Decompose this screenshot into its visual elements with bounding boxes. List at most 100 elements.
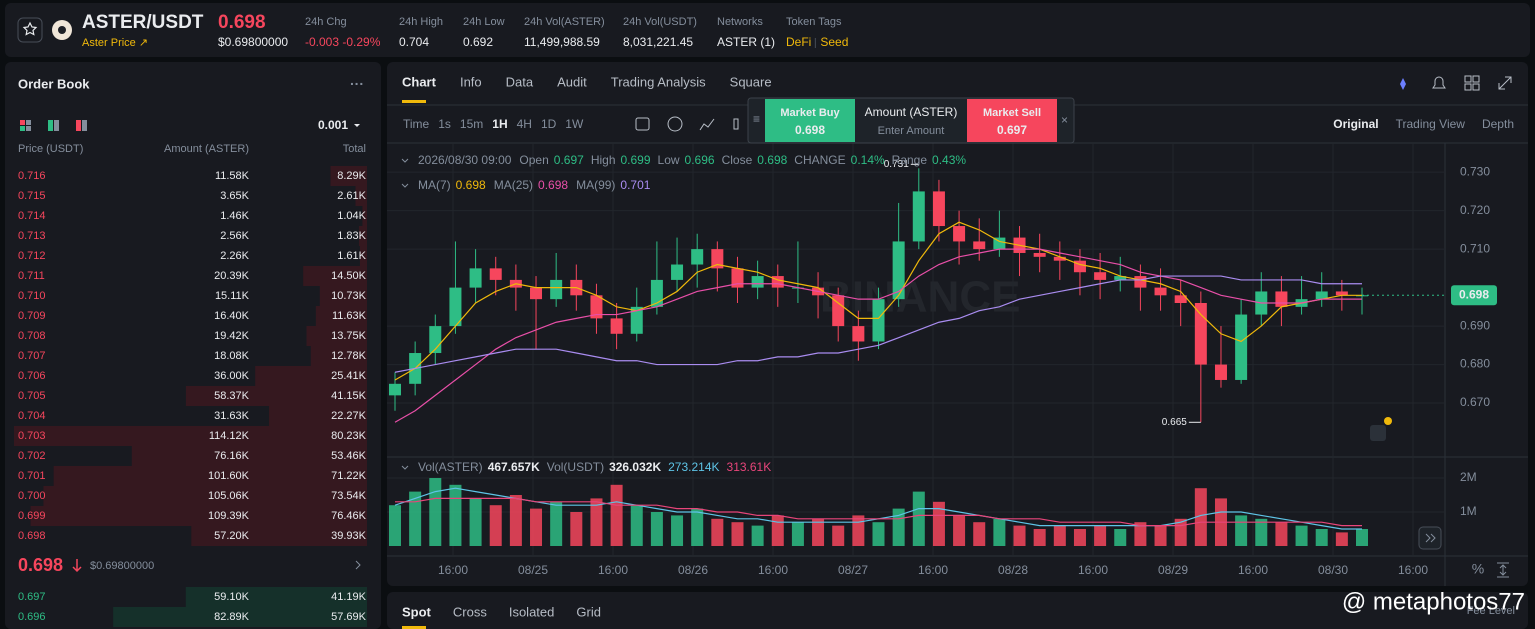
volume-bar: [550, 501, 563, 546]
percent-toggle[interactable]: %: [1472, 561, 1484, 577]
candle-body: [389, 383, 401, 396]
x-tick-label: 16:00: [1398, 563, 1428, 577]
indicator-icon[interactable]: [699, 118, 715, 131]
precision-select[interactable]: 0.001: [318, 118, 348, 132]
active-tab-underline: [402, 100, 426, 103]
ma-line: [394, 221, 1362, 381]
interval[interactable]: 1D: [541, 117, 557, 131]
depth-bar: [319, 286, 367, 306]
layout-buttons[interactable]: [20, 120, 87, 131]
interval[interactable]: 1s: [438, 117, 451, 131]
volume-bar: [469, 498, 482, 546]
candle-body: [1094, 272, 1107, 280]
candle-body: [630, 306, 643, 334]
interval[interactable]: 15m: [460, 117, 483, 131]
collapse-icon[interactable]: [401, 158, 409, 163]
legend-label: CHANGE: [794, 153, 845, 167]
legend-label: 2026/08/30 09:00: [418, 153, 512, 167]
depth-bar: [306, 326, 367, 346]
view-option[interactable]: Depth: [1482, 117, 1514, 131]
volume-bar: [993, 518, 1006, 546]
token-tag[interactable]: DeFi: [786, 35, 811, 49]
interval[interactable]: 1H: [492, 117, 507, 131]
drag-handle[interactable]: ≡: [753, 112, 760, 126]
chart-tab[interactable]: Chart: [402, 74, 437, 89]
volume-bar: [489, 505, 502, 546]
depth-bar: [310, 346, 367, 366]
candle-body: [872, 299, 885, 342]
candle-icon[interactable]: [733, 118, 739, 130]
calendar-icon[interactable]: [635, 117, 650, 131]
x-tick-label: 08/28: [998, 563, 1028, 577]
y-tick-label: 0.690: [1460, 318, 1490, 332]
volume-bar: [1315, 529, 1328, 546]
amount-input[interactable]: Enter Amount: [878, 125, 945, 137]
ai-icon[interactable]: [1400, 78, 1406, 90]
total: 1.61K: [337, 250, 366, 262]
order-tab[interactable]: Isolated: [509, 604, 555, 619]
chevron[interactable]: [355, 560, 361, 570]
chart-tab[interactable]: Audit: [557, 74, 587, 89]
chart-tab[interactable]: Data: [506, 74, 534, 89]
interval[interactable]: Time: [403, 117, 430, 131]
layout-icon[interactable]: [1464, 75, 1472, 83]
y-tick-label: 0.670: [1460, 395, 1490, 409]
tool-icons[interactable]: [635, 116, 739, 132]
expand-icon[interactable]: [1498, 76, 1512, 90]
token-tag[interactable]: Seed: [820, 35, 848, 49]
favorite-button[interactable]: [17, 17, 43, 43]
ma-legend-label: MA(99): [576, 178, 615, 192]
collapse-icon[interactable]: [401, 183, 409, 188]
amount: 2.26K: [220, 250, 249, 262]
alert-icon[interactable]: [1432, 76, 1446, 89]
header-bar: [5, 3, 1530, 57]
candle-body: [711, 249, 724, 269]
chart-tab[interactable]: Info: [460, 74, 482, 89]
volume-bar: [1073, 529, 1086, 546]
candle-body: [449, 287, 462, 327]
candle-body: [550, 279, 563, 300]
column-header: Price (USDT): [18, 143, 83, 155]
y-tick-label: 0.730: [1460, 164, 1490, 178]
amount: 3.65K: [220, 190, 249, 202]
chart-tab[interactable]: Square: [730, 74, 772, 89]
candle-body: [671, 264, 684, 280]
price: 0.707: [18, 350, 46, 362]
x-tick-label: 08/30: [1318, 563, 1348, 577]
star-icon: [22, 21, 38, 36]
market-sell-button[interactable]: [967, 99, 1057, 142]
market-buy-price: 0.698: [795, 123, 825, 137]
legend-value: 0.699: [621, 153, 651, 167]
interval[interactable]: 1W: [565, 117, 584, 131]
add-indicator-icon[interactable]: [667, 116, 683, 132]
volume-bar: [852, 515, 865, 546]
layout-icon[interactable]: [1472, 75, 1480, 83]
view-option[interactable]: Original: [1333, 117, 1378, 131]
auto-scale-icon[interactable]: [1497, 562, 1509, 578]
candle-body: [530, 287, 543, 300]
view-option[interactable]: Trading View: [1396, 117, 1466, 131]
close-button[interactable]: ×: [1061, 113, 1068, 127]
chart-tab[interactable]: Trading Analysis: [611, 74, 706, 89]
collapse-icon[interactable]: [401, 465, 409, 470]
market-buy-button[interactable]: [765, 99, 855, 142]
price: 0.698: [18, 530, 46, 542]
object-tree-icon[interactable]: [1370, 425, 1386, 441]
stat-value: 11,499,988.59: [524, 35, 600, 49]
layout-icon[interactable]: [1472, 83, 1480, 91]
price: 0.704: [18, 410, 46, 422]
top-right-icons[interactable]: [1400, 75, 1512, 91]
fee-level[interactable]: Fee Level: [1467, 605, 1515, 617]
price: 0.697: [18, 591, 46, 603]
candle-body: [610, 318, 623, 334]
more-menu[interactable]: ···: [350, 76, 364, 92]
price: 0.712: [18, 250, 46, 262]
layout-icon[interactable]: [1464, 83, 1472, 91]
order-tab[interactable]: Cross: [453, 604, 487, 619]
order-tab[interactable]: Grid: [576, 604, 601, 619]
pair-subtitle[interactable]: Aster Price ↗: [82, 37, 148, 49]
order-tab[interactable]: Spot: [402, 604, 432, 619]
icon: [76, 120, 81, 131]
interval[interactable]: 4H: [517, 117, 532, 131]
